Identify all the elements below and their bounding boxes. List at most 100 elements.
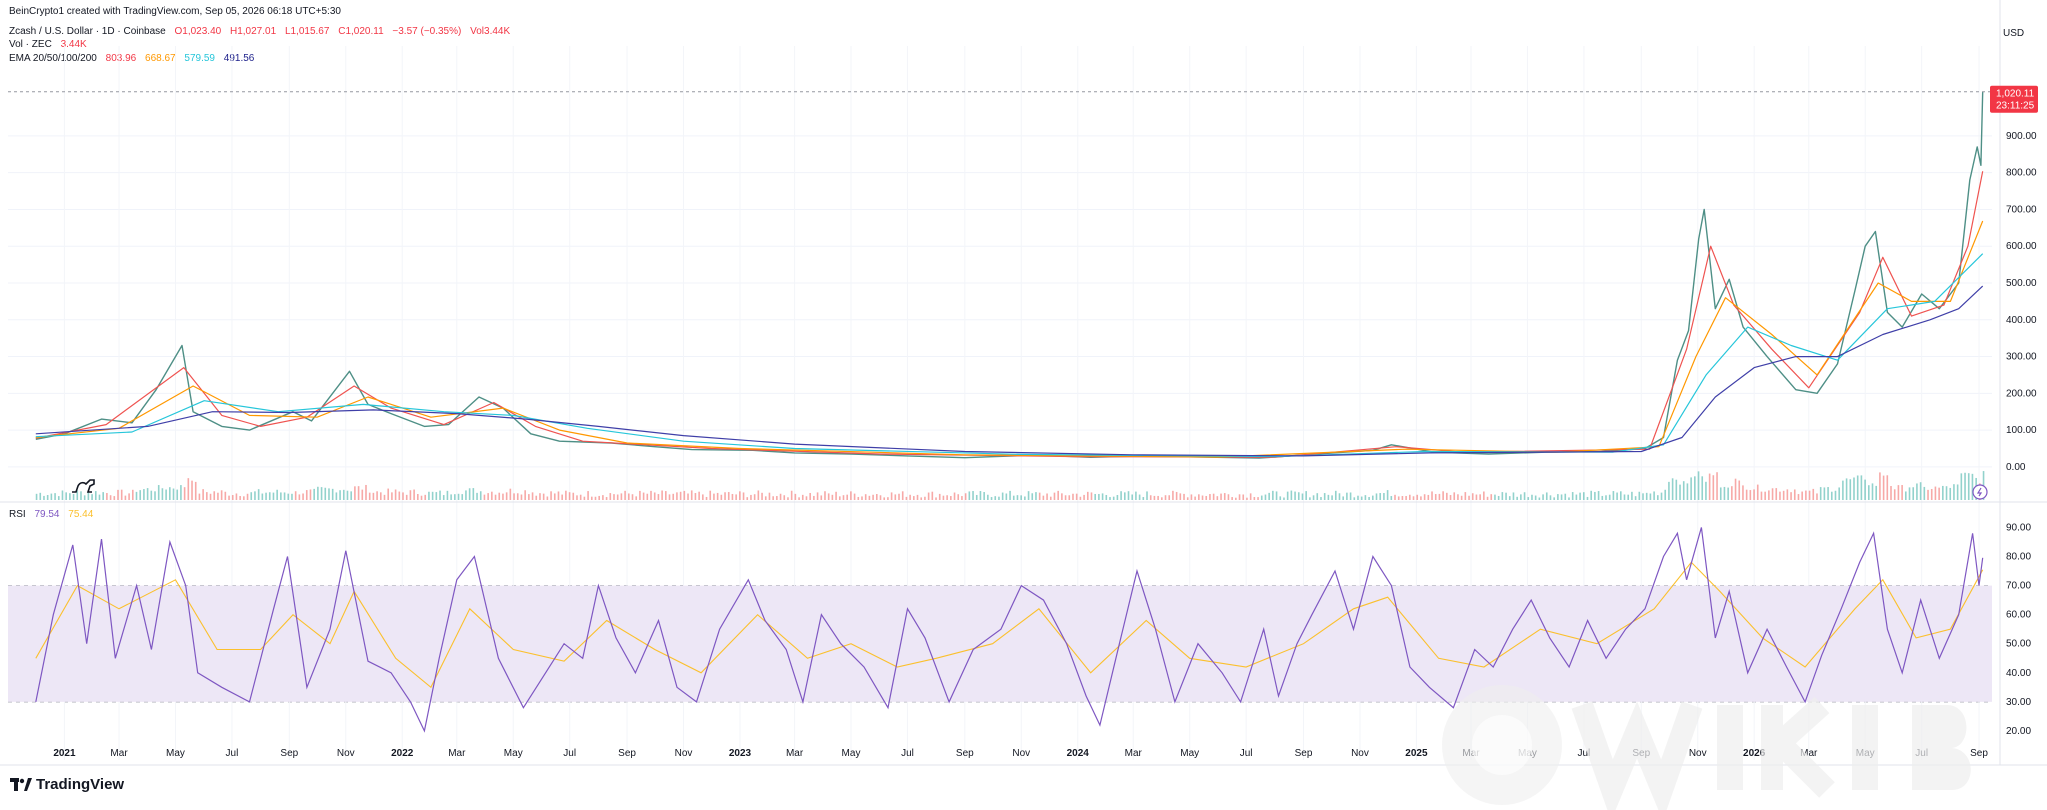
- time-tick-label: Jul: [226, 748, 239, 759]
- volume-bar: [246, 493, 249, 500]
- volume-bar: [1945, 486, 1948, 500]
- volume-bar: [1434, 494, 1437, 500]
- volume-bar: [165, 489, 167, 500]
- time-tick-label: Nov: [1689, 748, 1707, 759]
- volume-bar: [920, 497, 923, 500]
- volume-bar: [1934, 486, 1937, 500]
- volume-bar: [1090, 492, 1093, 500]
- volume-bar: [1257, 497, 1259, 500]
- volume-bar: [83, 495, 86, 500]
- volume-bar: [1146, 491, 1148, 500]
- volume-bar: [861, 496, 863, 500]
- volume-bar: [557, 491, 560, 500]
- volume-bar: [1283, 497, 1285, 500]
- volume-bar: [417, 493, 419, 500]
- volume-bar: [1253, 497, 1256, 500]
- volume-bar: [157, 485, 160, 500]
- volume-legend[interactable]: Vol · ZEC 3.44K: [9, 39, 93, 50]
- volume-bar: [1427, 494, 1430, 500]
- volume-bar: [642, 492, 645, 500]
- volume-bar: [102, 492, 104, 500]
- volume-bar: [1175, 491, 1178, 500]
- volume-bar: [1893, 489, 1896, 500]
- volume-bar: [1668, 481, 1670, 500]
- volume-bar: [1038, 492, 1041, 500]
- volume-bar: [1009, 490, 1011, 500]
- volume-bar: [1383, 493, 1385, 500]
- currency-label[interactable]: USD: [2003, 28, 2024, 39]
- time-tick-label: 2024: [1067, 748, 1090, 759]
- volume-bar: [287, 493, 290, 500]
- volume-bar: [231, 495, 234, 500]
- volume-bar: [1035, 492, 1037, 500]
- volume-bar: [1923, 486, 1926, 500]
- volume-bar: [320, 487, 323, 500]
- volume-bar: [150, 490, 153, 500]
- volume-bar: [339, 490, 341, 500]
- volume-bar: [998, 496, 1000, 500]
- volume-bar: [1790, 492, 1792, 500]
- volume-bar: [172, 488, 175, 500]
- volume-bar: [1194, 496, 1196, 500]
- volume-bar: [1627, 494, 1630, 500]
- volume-bar: [283, 492, 286, 500]
- symbol-legend[interactable]: Zcash / U.S. Dollar · 1D · Coinbase O1,0…: [9, 26, 516, 37]
- volume-bar: [1771, 488, 1774, 500]
- ema-legend[interactable]: EMA 20/50/100/200 803.96 668.67 579.59 4…: [9, 53, 260, 64]
- volume-bar: [265, 492, 267, 500]
- volume-bar: [990, 497, 993, 500]
- volume-bar: [746, 497, 749, 500]
- ohlc-close: C1,020.11: [338, 26, 384, 37]
- volume-bar: [750, 494, 752, 500]
- volume-bar: [1675, 479, 1678, 500]
- volume-bar: [1671, 478, 1674, 500]
- volume-bar: [213, 491, 216, 500]
- volume-bar: [1212, 493, 1215, 500]
- volume-bar: [1586, 496, 1589, 500]
- volume-bar: [872, 494, 874, 500]
- volume-bar: [1742, 485, 1744, 500]
- time-tick-label: May: [1180, 748, 1199, 759]
- volume-bar: [450, 494, 452, 500]
- volume-bar: [805, 496, 808, 500]
- lightning-icon[interactable]: [1972, 484, 1988, 500]
- price-tick-label: 700.00: [2006, 204, 2037, 215]
- volume-bar: [1061, 493, 1063, 500]
- volume-bar: [724, 492, 726, 500]
- volume-bar: [1793, 489, 1796, 500]
- volume-bar: [1868, 485, 1870, 500]
- volume-bar: [583, 496, 586, 500]
- volume-bar: [1905, 491, 1907, 500]
- volume-bar: [161, 488, 164, 500]
- ema200-line: [35, 285, 1984, 457]
- volume-bar: [1864, 479, 1866, 500]
- volume-bar: [1520, 494, 1522, 500]
- volume-bar: [1105, 494, 1108, 500]
- volume-bar: [1679, 484, 1681, 500]
- volume-bar: [1797, 494, 1800, 500]
- volume-bar: [1268, 492, 1270, 500]
- volume-bar: [1590, 490, 1592, 500]
- volume-bar: [305, 490, 308, 500]
- time-tick-label: Mar: [110, 748, 128, 759]
- volume-bar: [128, 493, 130, 500]
- volume-bar: [243, 496, 245, 500]
- volume-bar: [420, 495, 423, 500]
- volume-bar: [1967, 473, 1970, 500]
- tradingview-brand[interactable]: TradingView: [10, 776, 124, 793]
- volume-bar: [568, 492, 571, 500]
- volume-bar: [1545, 492, 1548, 500]
- volume-bar: [280, 492, 282, 500]
- volume-bar: [1205, 495, 1208, 500]
- volume-bar: [124, 495, 127, 500]
- volume-bar: [1664, 489, 1667, 500]
- volume-bar: [1901, 485, 1903, 500]
- volume-bar: [587, 491, 589, 500]
- volume-bar: [635, 496, 638, 500]
- tradingview-logo-icon: [10, 777, 32, 791]
- volume-bar: [1531, 494, 1533, 500]
- ema50-value: 668.67: [145, 53, 176, 64]
- price-chart[interactable]: 0.00 100.00 200.00 300.00 400.00 500.00 600.00…: [0, 0, 2047, 770]
- volume-bar: [72, 494, 75, 500]
- rsi-legend[interactable]: RSI 79.54 75.44: [9, 509, 99, 520]
